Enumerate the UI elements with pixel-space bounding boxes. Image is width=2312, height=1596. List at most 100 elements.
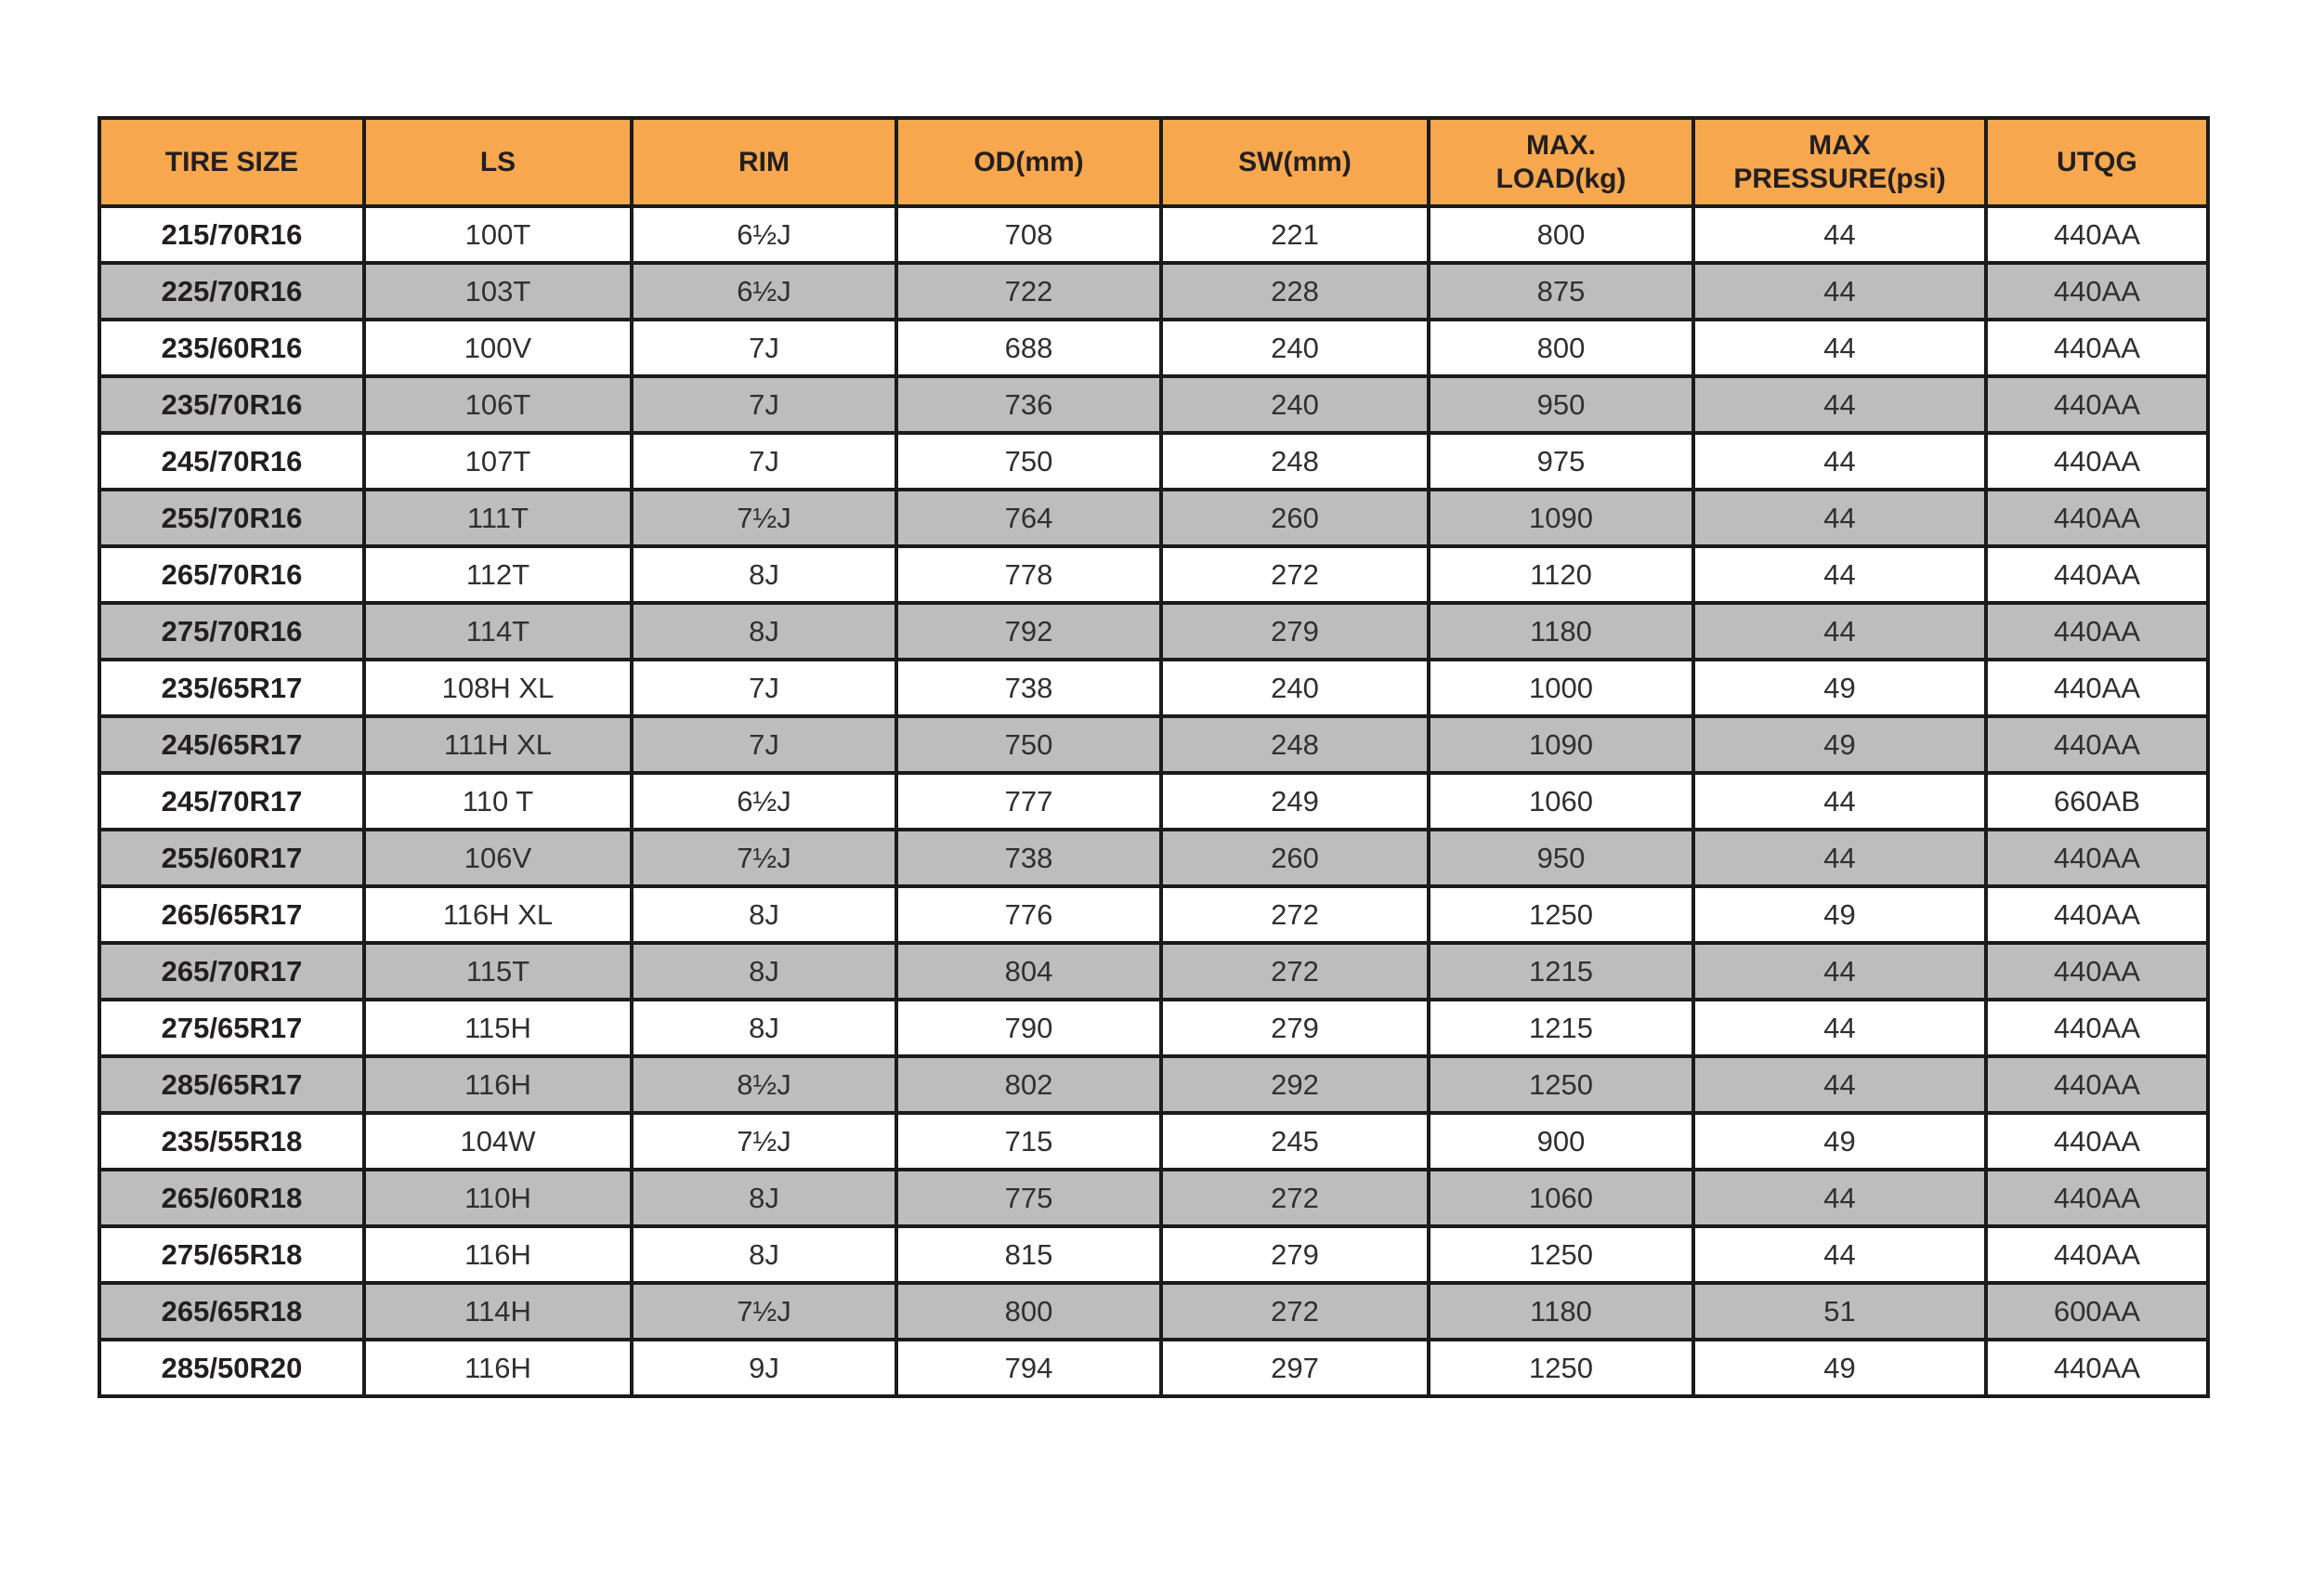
cell-ls: 106T (362, 374, 634, 435)
column-header-max-pressure-psi: MAX PRESSURE(psi) (1692, 116, 1988, 208)
tire-spec-table-container: TIRE SIZE LS RIM OD(mm) SW(mm) MAX. LOAD(kg) M… (98, 116, 2210, 1398)
cell-sw-mm: 279 (1159, 601, 1430, 661)
cell-sw-mm: 292 (1159, 1054, 1430, 1115)
cell-max-load-kg: 1250 (1427, 1054, 1695, 1115)
table-row: 265/70R16 112T 8J 778 272 1120 44 440AA (98, 544, 2210, 605)
cell-utqg: 440AA (1984, 601, 2210, 661)
cell-rim: 7½J (630, 828, 898, 888)
table-row: 265/65R18 114H 7½J 800 272 1180 51 600AA (98, 1281, 2210, 1341)
cell-sw-mm: 260 (1159, 828, 1430, 888)
cell-ls: 112T (362, 544, 634, 605)
cell-rim: 7J (630, 658, 898, 718)
cell-max-pressure-psi: 49 (1692, 714, 1988, 775)
column-header-sw-mm: SW(mm) (1159, 116, 1430, 208)
table-row: 265/65R17 116H XL 8J 776 272 1250 49 440AA (98, 884, 2210, 945)
cell-max-load-kg: 950 (1427, 374, 1695, 435)
cell-max-load-kg: 975 (1427, 431, 1695, 491)
cell-max-pressure-psi: 44 (1692, 771, 1988, 831)
cell-ls: 116H (362, 1338, 634, 1398)
cell-max-load-kg: 950 (1427, 828, 1695, 888)
cell-tire-size: 235/70R16 (98, 374, 366, 435)
cell-rim: 8J (630, 1224, 898, 1285)
column-header-tire-size: TIRE SIZE (98, 116, 366, 208)
cell-ls: 115T (362, 941, 634, 1001)
cell-ls: 114T (362, 601, 634, 661)
cell-tire-size: 265/60R18 (98, 1168, 366, 1228)
cell-ls: 104W (362, 1111, 634, 1171)
cell-od-mm: 778 (895, 544, 1163, 605)
cell-rim: 8J (630, 884, 898, 945)
column-header-max-load-kg: MAX. LOAD(kg) (1427, 116, 1695, 208)
cell-od-mm: 708 (895, 204, 1163, 265)
table-row: 235/70R16 106T 7J 736 240 950 44 440AA (98, 374, 2210, 435)
cell-ls: 100T (362, 204, 634, 265)
cell-max-load-kg: 1090 (1427, 488, 1695, 548)
cell-od-mm: 794 (895, 1338, 1163, 1398)
cell-ls: 107T (362, 431, 634, 491)
cell-utqg: 440AA (1984, 998, 2210, 1058)
cell-max-load-kg: 800 (1427, 204, 1695, 265)
header-row: TIRE SIZE LS RIM OD(mm) SW(mm) MAX. LOAD(kg) M… (98, 116, 2210, 208)
cell-sw-mm: 228 (1159, 261, 1430, 321)
cell-ls: 108H XL (362, 658, 634, 718)
cell-od-mm: 736 (895, 374, 1163, 435)
cell-sw-mm: 272 (1159, 1168, 1430, 1228)
table-row: 245/65R17 111H XL 7J 750 248 1090 49 440AA (98, 714, 2210, 775)
cell-utqg: 440AA (1984, 1054, 2210, 1115)
cell-sw-mm: 272 (1159, 941, 1430, 1001)
cell-sw-mm: 245 (1159, 1111, 1430, 1171)
cell-tire-size: 235/65R17 (98, 658, 366, 718)
table-body: 215/70R16 100T 6½J 708 221 800 44 440AA 225/70R1… (98, 204, 2210, 1398)
cell-ls: 106V (362, 828, 634, 888)
cell-max-load-kg: 1215 (1427, 941, 1695, 1001)
cell-max-load-kg: 1120 (1427, 544, 1695, 605)
table-row: 255/60R17 106V 7½J 738 260 950 44 440AA (98, 828, 2210, 888)
cell-tire-size: 265/65R17 (98, 884, 366, 945)
cell-sw-mm: 297 (1159, 1338, 1430, 1398)
cell-max-pressure-psi: 44 (1692, 431, 1988, 491)
cell-max-pressure-psi: 51 (1692, 1281, 1988, 1341)
tire-spec-table: TIRE SIZE LS RIM OD(mm) SW(mm) MAX. LOAD(kg) M… (98, 116, 2210, 1398)
cell-rim: 7J (630, 431, 898, 491)
cell-tire-size: 235/60R16 (98, 318, 366, 378)
cell-ls: 110 T (362, 771, 634, 831)
table-row: 275/70R16 114T 8J 792 279 1180 44 440AA (98, 601, 2210, 661)
table-row: 235/55R18 104W 7½J 715 245 900 49 440AA (98, 1111, 2210, 1171)
cell-max-load-kg: 1180 (1427, 601, 1695, 661)
cell-utqg: 440AA (1984, 941, 2210, 1001)
cell-ls: 111T (362, 488, 634, 548)
cell-utqg: 440AA (1984, 714, 2210, 775)
cell-od-mm: 722 (895, 261, 1163, 321)
cell-max-load-kg: 1000 (1427, 658, 1695, 718)
cell-max-pressure-psi: 44 (1692, 828, 1988, 888)
cell-od-mm: 804 (895, 941, 1163, 1001)
cell-sw-mm: 248 (1159, 431, 1430, 491)
cell-utqg: 440AA (1984, 318, 2210, 378)
cell-tire-size: 285/65R17 (98, 1054, 366, 1115)
column-header-rim: RIM (630, 116, 898, 208)
cell-sw-mm: 221 (1159, 204, 1430, 265)
table-row: 265/60R18 110H 8J 775 272 1060 44 440AA (98, 1168, 2210, 1228)
cell-rim: 8J (630, 941, 898, 1001)
cell-od-mm: 790 (895, 998, 1163, 1058)
cell-max-load-kg: 1180 (1427, 1281, 1695, 1341)
cell-tire-size: 275/65R17 (98, 998, 366, 1058)
cell-sw-mm: 272 (1159, 1281, 1430, 1341)
cell-tire-size: 255/70R16 (98, 488, 366, 548)
cell-max-pressure-psi: 44 (1692, 1054, 1988, 1115)
cell-od-mm: 764 (895, 488, 1163, 548)
column-header-ls: LS (362, 116, 634, 208)
cell-tire-size: 245/70R17 (98, 771, 366, 831)
table-row: 275/65R18 116H 8J 815 279 1250 44 440AA (98, 1224, 2210, 1285)
cell-max-pressure-psi: 44 (1692, 601, 1988, 661)
table-row: 255/70R16 111T 7½J 764 260 1090 44 440AA (98, 488, 2210, 548)
cell-utqg: 440AA (1984, 1111, 2210, 1171)
cell-utqg: 440AA (1984, 1224, 2210, 1285)
cell-tire-size: 225/70R16 (98, 261, 366, 321)
cell-od-mm: 792 (895, 601, 1163, 661)
cell-sw-mm: 279 (1159, 1224, 1430, 1285)
cell-sw-mm: 272 (1159, 544, 1430, 605)
cell-od-mm: 750 (895, 431, 1163, 491)
cell-max-pressure-psi: 44 (1692, 204, 1988, 265)
cell-utqg: 440AA (1984, 884, 2210, 945)
